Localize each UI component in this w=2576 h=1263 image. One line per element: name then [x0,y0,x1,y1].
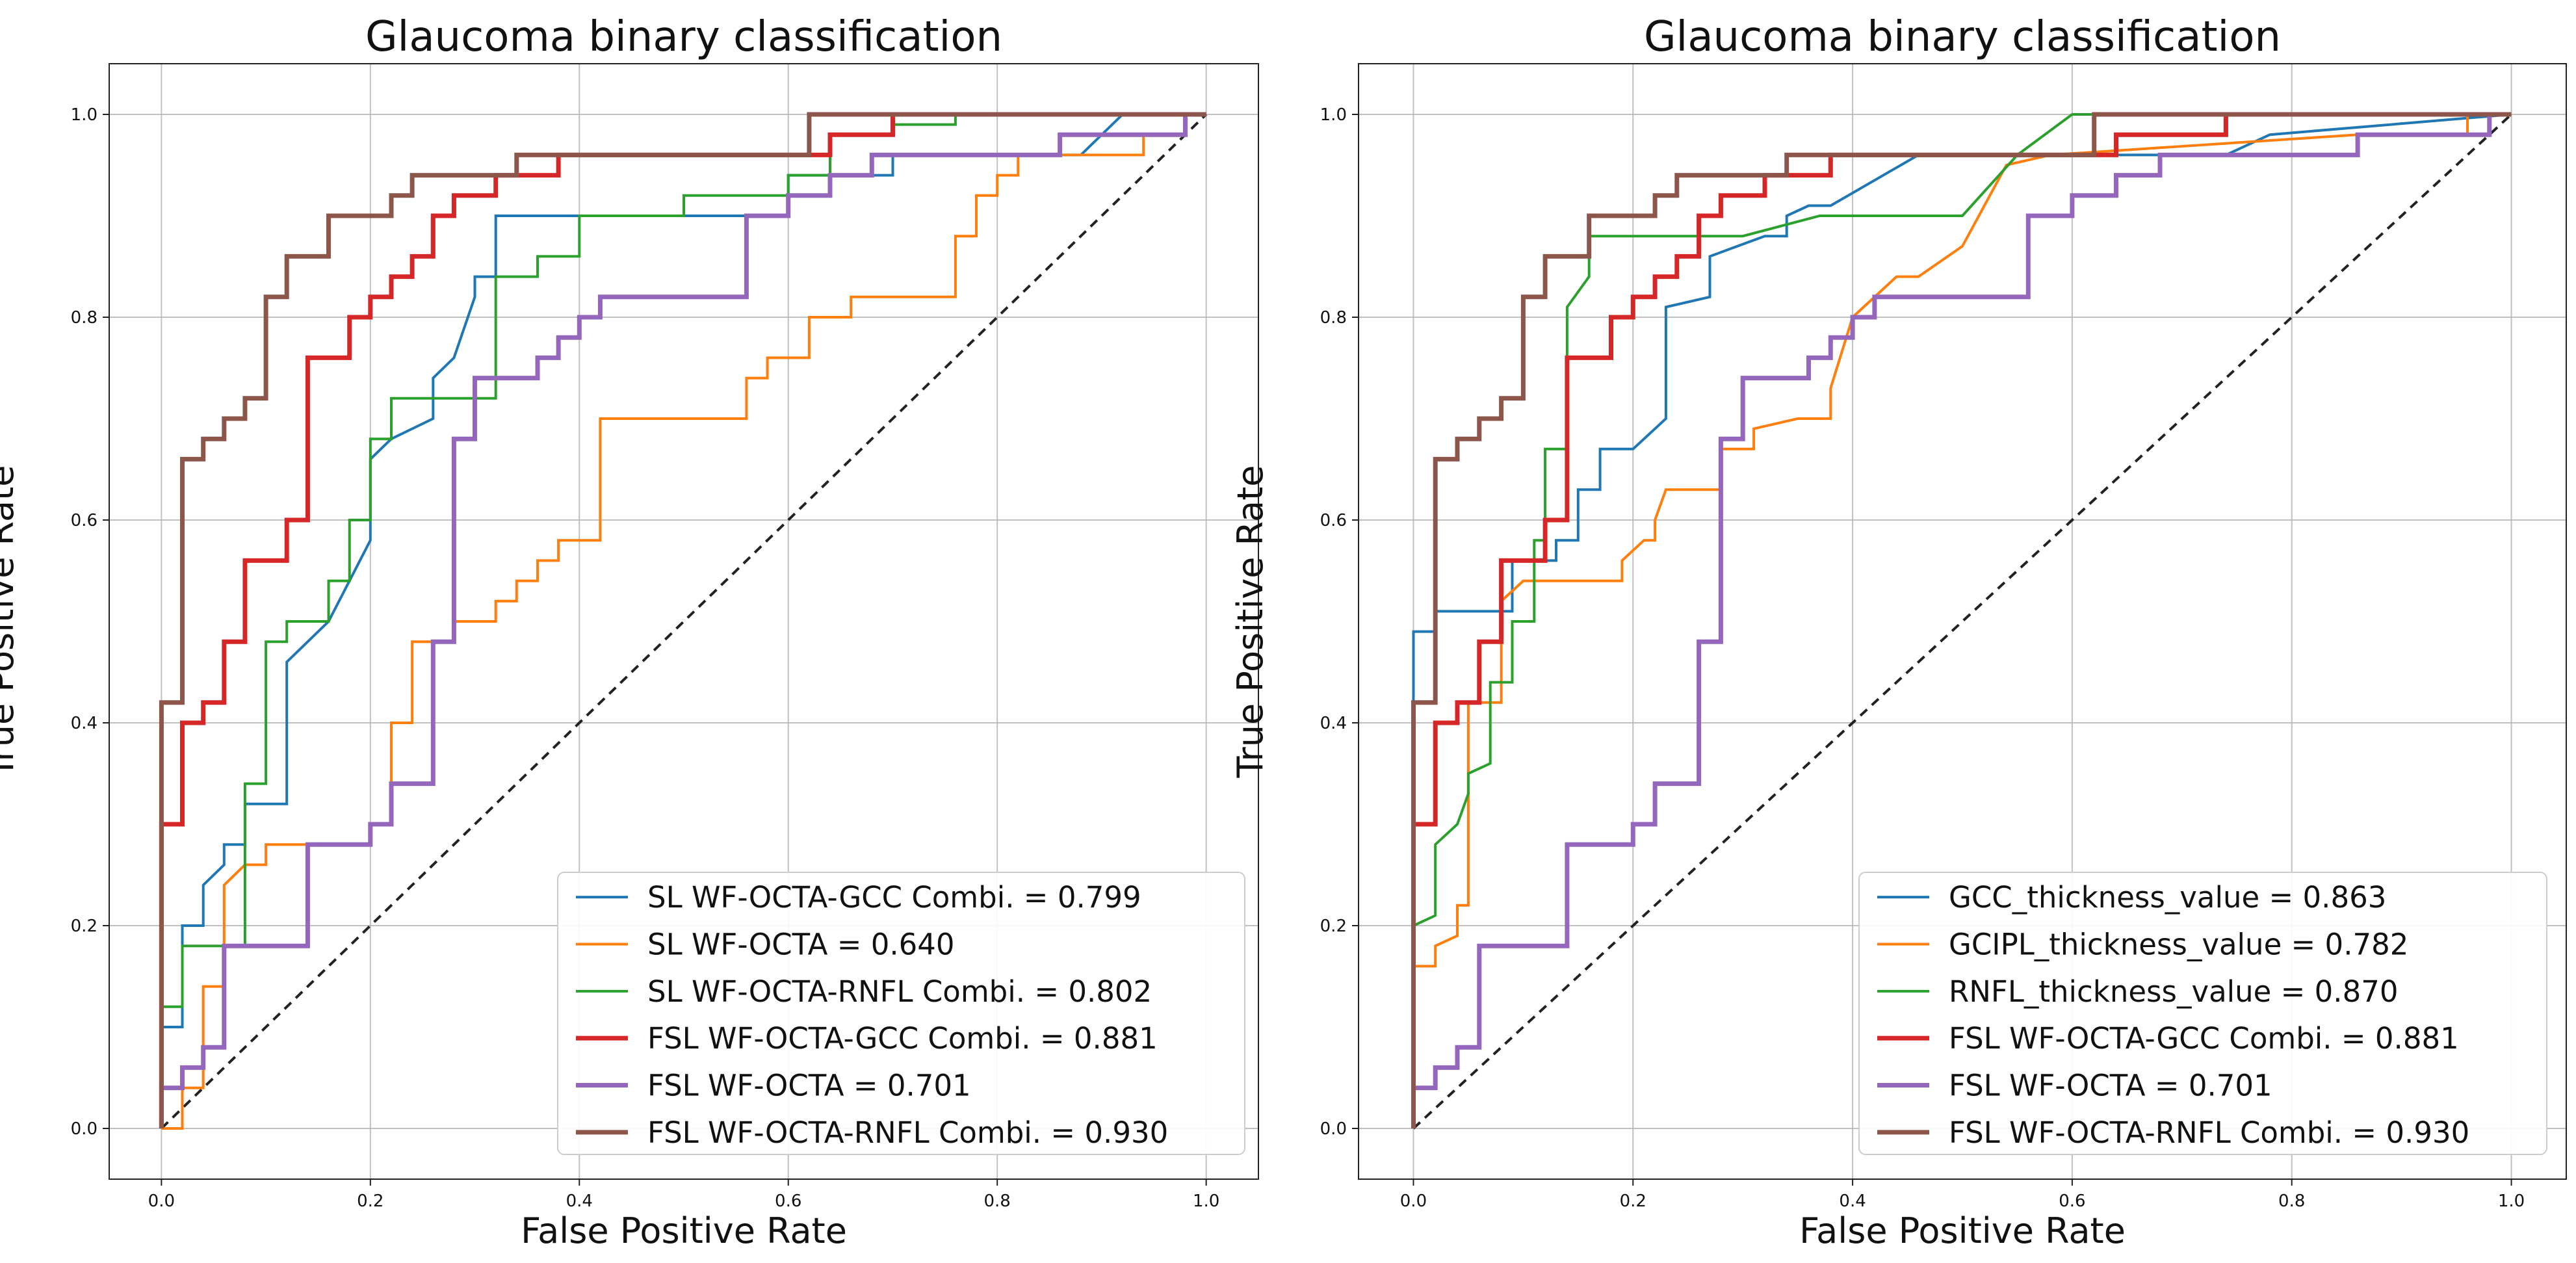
legend-label: FSL WF-OCTA-GCC Combi. = 0.881 [647,1021,1158,1056]
chart-panel-2: 0.0 0.2 0.4 0.6 0.8 1.0 0.0 0.2 0.4 0.6 0.8 1.0 Glau… [1230,13,2567,1251]
y-tick-label: 1.0 [1320,105,1347,125]
series-line-2 [161,113,1206,1130]
x-tick-label: 0.6 [2059,1191,2085,1211]
chart-title: Glaucoma binary classification [1644,13,2281,61]
legend-label: FSL WF-OCTA = 0.701 [647,1069,971,1103]
y-axis-label: True Positive Rate [1230,465,1271,778]
legend: SL WF-OCTA-GCC Combi. = 0.799 SL WF-OCTA … [557,872,1245,1155]
chart-panel-1: 0.0 0.2 0.4 0.6 0.8 1.0 0.0 0.2 0.4 0.6 0.8 1.0 Glau… [0,13,1259,1251]
x-tick-label: 0.0 [148,1191,175,1211]
x-tick-label: 1.0 [1193,1191,1219,1211]
x-tick-label: 1.0 [2498,1191,2525,1211]
legend-label: FSL WF-OCTA-RNFL Combi. = 0.930 [1949,1115,2469,1150]
legend-label: GCIPL_thickness_value = 0.782 [1949,928,2408,962]
series-line-5 [1411,112,2512,1128]
series-line-5 [159,112,1206,1128]
legend-label: FSL WF-OCTA-GCC Combi. = 0.881 [1949,1021,2459,1056]
x-tick-label: 0.0 [1400,1191,1427,1211]
series-line-1 [1412,113,2512,1128]
series-line-4 [1411,112,2512,1128]
y-tick-label: 0.2 [1320,917,1347,936]
y-tick-label: 0.8 [71,308,98,328]
legend-box [1858,872,2547,1155]
x-tick-label: 0.2 [357,1191,384,1211]
series-line-4 [159,112,1206,1128]
series-line-2 [1412,113,2512,1128]
x-tick-label: 0.8 [984,1191,1011,1211]
series-line-6 [159,112,1206,1128]
chance-line [160,113,1208,1130]
axes-frame [1358,63,2567,1180]
y-tick-label: 0.0 [1320,1119,1347,1139]
x-tick-label: 0.4 [1839,1191,1866,1211]
x-tick-label: 0.8 [2278,1191,2305,1211]
legend-label: SL WF-OCTA-GCC Combi. = 0.799 [647,880,1141,915]
legend-label: GCC_thickness_value = 0.863 [1949,880,2386,915]
y-tick-label: 0.6 [71,511,98,530]
y-tick-label: 0.0 [71,1119,98,1139]
x-axis-label: False Positive Rate [521,1210,847,1251]
y-tick-label: 0.2 [71,917,98,936]
chart-title: Glaucoma binary classification [365,13,1002,61]
y-tick-label: 0.8 [1320,308,1347,328]
y-tick-label: 0.6 [1320,511,1347,530]
series-line-3 [1412,113,2512,1128]
legend: GCC_thickness_value = 0.863 GCIPL_thickne… [1858,872,2547,1155]
x-axis-label: False Positive Rate [1799,1210,2126,1251]
x-tick-label: 0.4 [566,1191,593,1211]
axes-frame [109,63,1259,1180]
x-tick-label: 0.6 [775,1191,801,1211]
x-tick-label: 0.2 [1620,1191,1646,1211]
legend-label: SL WF-OCTA = 0.640 [647,928,955,962]
legend-box [557,872,1245,1155]
legend-label: FSL WF-OCTA-RNFL Combi. = 0.930 [647,1115,1168,1150]
legend-label: FSL WF-OCTA = 0.701 [1949,1069,2272,1103]
legend-label: SL WF-OCTA-RNFL Combi. = 0.802 [647,974,1152,1009]
series-line-3 [160,113,1206,1128]
y-axis-label: True Positive Rate [0,465,21,778]
y-tick-label: 1.0 [71,105,98,125]
y-tick-label: 0.4 [71,714,98,733]
legend-label: RNFL_thickness_value = 0.870 [1949,974,2399,1009]
series-line-6 [1411,112,2512,1128]
y-tick-label: 0.4 [1320,714,1347,733]
